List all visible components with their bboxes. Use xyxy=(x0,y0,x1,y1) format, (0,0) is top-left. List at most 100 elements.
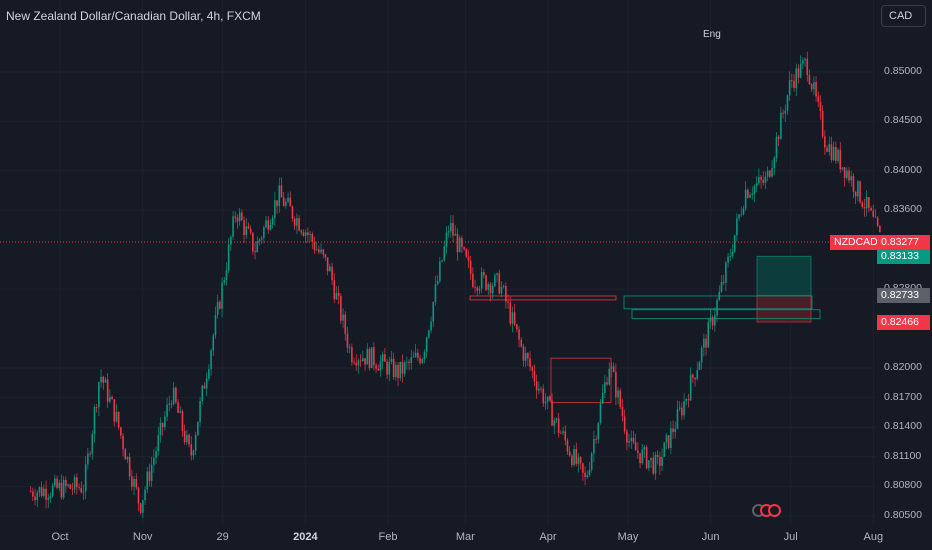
candle-body xyxy=(659,456,661,466)
candle-body xyxy=(269,224,272,230)
price-tick: 0.84000 xyxy=(884,163,922,176)
candle-body xyxy=(359,360,362,362)
candle-body xyxy=(716,299,718,316)
candle-body xyxy=(117,411,120,428)
event-flag-icon[interactable] xyxy=(768,504,781,517)
candle-body xyxy=(718,291,721,300)
candle-body xyxy=(683,401,685,416)
candle-body xyxy=(848,170,850,181)
candle-body xyxy=(307,232,309,235)
candle-body xyxy=(62,479,65,498)
price-tick: 0.81700 xyxy=(884,390,922,403)
candle-body xyxy=(615,371,617,398)
candle-body xyxy=(348,347,351,349)
candle-body xyxy=(586,475,589,478)
current-price-label: 0.83277 xyxy=(877,234,930,250)
candle-body xyxy=(142,500,144,513)
time-tick: Feb xyxy=(378,531,398,543)
candle-body xyxy=(793,80,795,89)
candle-body xyxy=(144,489,146,501)
candle-body xyxy=(150,464,153,481)
candle-body xyxy=(601,392,604,404)
candle-body xyxy=(102,376,105,383)
candle-body xyxy=(553,420,556,426)
candle-body xyxy=(109,396,111,402)
demand-zone xyxy=(623,295,813,310)
candle-body xyxy=(564,431,567,441)
candle-body xyxy=(494,275,496,286)
candle-body xyxy=(342,314,344,321)
candle-body xyxy=(403,362,406,374)
candle-body xyxy=(287,197,289,202)
candle-body xyxy=(32,491,34,497)
candle-body xyxy=(243,220,245,235)
candle-body xyxy=(852,176,855,192)
candle-body xyxy=(538,388,540,391)
candle-body xyxy=(520,339,523,347)
candle-body xyxy=(692,374,694,378)
time-tick: May xyxy=(617,531,639,543)
candle-body xyxy=(425,337,428,352)
candle-body xyxy=(456,233,459,253)
currency-button[interactable]: CAD xyxy=(881,5,926,27)
candle-body xyxy=(344,314,347,334)
candle-body xyxy=(733,235,736,252)
candle-body xyxy=(476,287,479,291)
candle-body xyxy=(729,256,732,257)
candle-body xyxy=(663,442,666,457)
candle-body xyxy=(249,228,252,233)
candle-body xyxy=(681,407,683,416)
candle-body xyxy=(353,362,355,364)
candle-body xyxy=(634,442,637,451)
candle-body xyxy=(491,285,494,294)
candle-body xyxy=(40,487,43,497)
candle-body xyxy=(54,478,56,486)
candle-body xyxy=(49,496,52,498)
eng-annotation[interactable]: Eng xyxy=(703,29,721,41)
candle-body xyxy=(401,361,404,374)
candle-body xyxy=(386,361,388,375)
candle-body xyxy=(157,435,160,451)
candle-body xyxy=(566,440,569,452)
candle-body xyxy=(841,167,844,170)
candle-body xyxy=(643,447,646,450)
candle-body xyxy=(744,189,747,209)
candle-body xyxy=(813,82,815,90)
candle-body xyxy=(797,68,800,78)
candle-body xyxy=(227,244,230,271)
candle-body xyxy=(560,432,562,434)
candle-body xyxy=(485,275,487,290)
candle-body xyxy=(720,281,723,292)
candle-body xyxy=(835,146,837,161)
candle-body xyxy=(777,136,780,140)
candle-body xyxy=(225,270,228,281)
candle-body xyxy=(610,366,613,369)
candlestick-series xyxy=(29,51,881,519)
candle-body xyxy=(705,338,707,348)
candle-body xyxy=(421,359,424,363)
candle-body xyxy=(839,149,842,170)
time-tick: Jul xyxy=(783,531,798,543)
candle-body xyxy=(661,456,663,466)
candle-body xyxy=(232,216,234,237)
candle-body xyxy=(676,409,679,429)
time-tick: Apr xyxy=(539,531,557,543)
candle-body xyxy=(395,364,397,378)
candle-body xyxy=(45,488,47,500)
candle-body xyxy=(280,185,283,198)
candle-body xyxy=(854,191,857,197)
candle-body xyxy=(766,170,769,177)
candle-body xyxy=(751,193,754,195)
candle-body xyxy=(452,222,454,236)
candle-body xyxy=(577,457,580,464)
candle-body xyxy=(221,282,223,309)
candle-body xyxy=(236,217,239,222)
candle-body xyxy=(285,201,287,206)
candle-body xyxy=(384,354,386,362)
candle-body xyxy=(124,449,127,460)
candle-body xyxy=(450,222,452,232)
time-tick: Nov xyxy=(132,531,153,543)
candle-body xyxy=(414,352,417,357)
candle-body xyxy=(542,388,545,404)
